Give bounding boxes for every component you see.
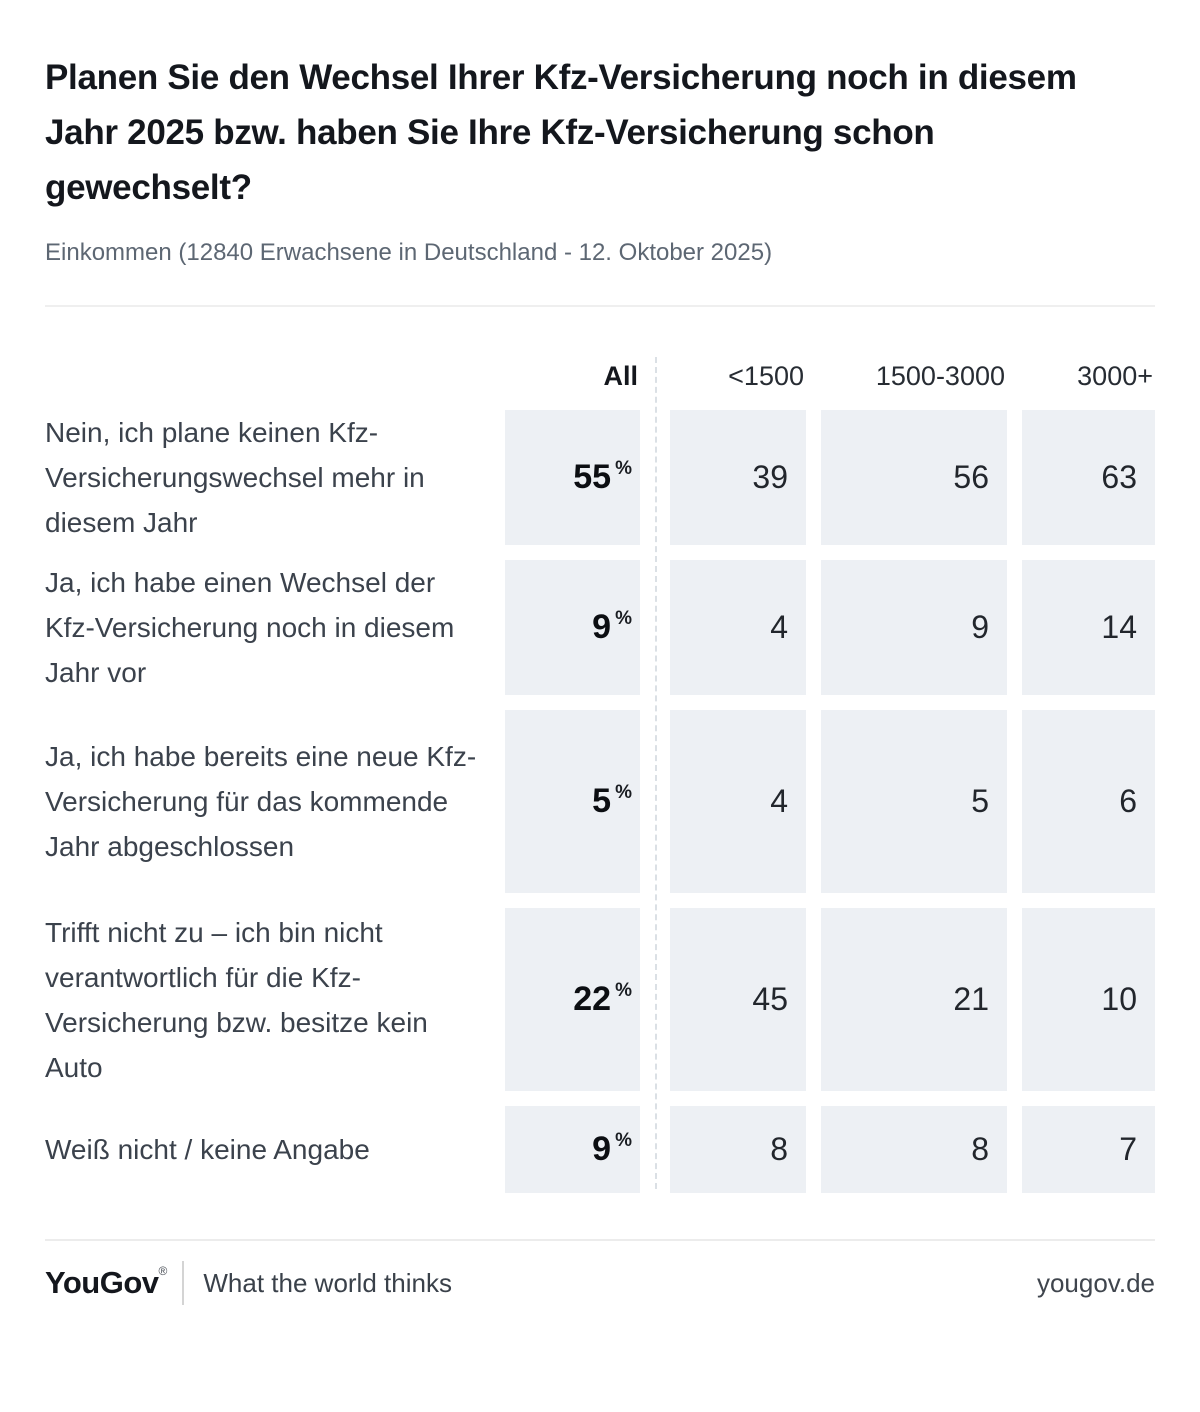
cell-3000-plus: 6: [1022, 710, 1155, 893]
table-row: Ja, ich habe bereits eine neue Kfz-Versi…: [45, 710, 1155, 893]
yougov-logo: YouGov: [45, 1265, 159, 1300]
all-percentage: 22: [573, 980, 612, 1018]
cell-under-1500: 45: [670, 908, 806, 1091]
cell-under-1500: 39: [670, 410, 806, 545]
all-percentage: 9: [592, 1130, 612, 1168]
percent-sign: %: [615, 979, 632, 1001]
column-header-3000-plus: 3000+: [1077, 360, 1153, 391]
cell-all-value: 22%: [505, 908, 640, 1091]
registered-mark: ®: [158, 1264, 168, 1278]
cell-3000-plus: 7: [1022, 1106, 1155, 1193]
yougov-site-link[interactable]: yougov.de: [1036, 1267, 1155, 1298]
column-header-under-1500: <1500: [728, 360, 804, 391]
column-header-1500-3000: 1500-3000: [875, 360, 1005, 391]
footer: YouGov ® What the world thinks yougov.de: [45, 1257, 1155, 1309]
cell-all-value: 9%: [505, 560, 640, 695]
footer-tagline: What the world thinks: [203, 1267, 452, 1298]
cell-3000-plus: 14: [1022, 560, 1155, 695]
survey-subtitle: Einkommen (12840 Erwachsene in Deutschla…: [45, 239, 773, 266]
percent-sign: %: [615, 457, 632, 479]
cell-1500-3000: 8: [821, 1106, 1007, 1193]
table-row: Ja, ich habe einen Wechsel der Kfz-Versi…: [45, 560, 1155, 695]
all-column-separator: [655, 357, 657, 1189]
row-label: Weiß nicht / keine Angabe: [45, 1134, 370, 1165]
row-label: Nein, ich plane keinen Kfz-Versicherungs…: [45, 417, 425, 538]
cell-1500-3000: 5: [821, 710, 1007, 893]
cell-all-value: 55%: [505, 410, 640, 545]
cell-under-1500: 8: [670, 1106, 806, 1193]
column-header-all: All: [603, 360, 638, 391]
cell-all-value: 9%: [505, 1106, 640, 1193]
cell-3000-plus: 10: [1022, 908, 1155, 1091]
all-percentage: 5: [592, 782, 612, 820]
percent-sign: %: [615, 1129, 632, 1151]
cell-1500-3000: 56: [821, 410, 1007, 545]
table-header-row: All <1500 1500-3000 3000+: [45, 355, 1155, 397]
table-row: Trifft nicht zu – ich bin nicht verantwo…: [45, 908, 1155, 1091]
row-label: Ja, ich habe bereits eine neue Kfz-Versi…: [45, 741, 477, 862]
cell-under-1500: 4: [670, 710, 806, 893]
cell-under-1500: 4: [670, 560, 806, 695]
all-percentage: 55: [573, 458, 612, 496]
percent-sign: %: [615, 781, 632, 803]
table-row: Nein, ich plane keinen Kfz-Versicherungs…: [45, 410, 1155, 545]
results-table: All <1500 1500-3000 3000+ Nein, ich plan…: [45, 355, 1155, 1193]
header-divider: [45, 305, 1155, 307]
cell-3000-plus: 63: [1022, 410, 1155, 545]
cell-1500-3000: 9: [821, 560, 1007, 695]
cell-all-value: 5%: [505, 710, 640, 893]
footer-separator-bar: [182, 1261, 185, 1305]
footer-divider: [45, 1239, 1155, 1241]
survey-card: Planen Sie den Wechsel Ihrer Kfz-Versich…: [0, 50, 1200, 1309]
row-label: Ja, ich habe einen Wechsel der Kfz-Versi…: [45, 567, 455, 688]
all-percentage: 9: [592, 608, 612, 646]
percent-sign: %: [615, 607, 632, 629]
table-row: Weiß nicht / keine Angabe 9% 8 8 7: [45, 1106, 1155, 1193]
page-title: Planen Sie den Wechsel Ihrer Kfz-Versich…: [45, 58, 1077, 207]
cell-1500-3000: 21: [821, 908, 1007, 1091]
row-label: Trifft nicht zu – ich bin nicht verantwo…: [45, 916, 428, 1083]
